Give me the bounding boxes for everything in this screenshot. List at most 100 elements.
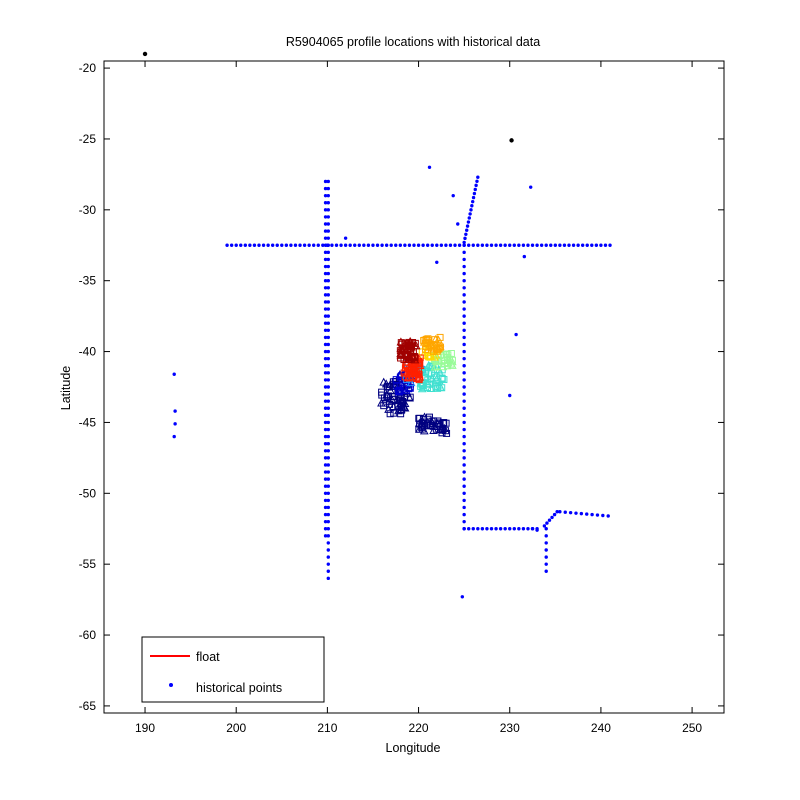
historical-point — [323, 484, 328, 488]
historical-point — [326, 477, 330, 481]
historical-point — [416, 243, 421, 247]
historical-point — [326, 349, 330, 354]
historical-point — [545, 521, 549, 525]
historical-point — [462, 356, 466, 361]
historical-point — [326, 264, 330, 269]
y-tick-label: -50 — [79, 486, 97, 500]
float-point — [422, 343, 430, 351]
historical-point — [302, 243, 307, 247]
historical-point — [595, 513, 600, 517]
chart-title: R5904065 profile locations with historic… — [286, 35, 540, 49]
historical-point — [323, 498, 328, 503]
historical-point — [517, 527, 521, 531]
historical-point — [323, 519, 328, 524]
historical-point — [544, 548, 548, 552]
historical-point — [326, 576, 330, 581]
float-point — [385, 392, 393, 400]
historical-point — [474, 183, 478, 188]
historical-point — [471, 195, 476, 200]
historical-point — [380, 243, 384, 247]
legend-historical-swatch — [169, 683, 173, 687]
historical-point — [323, 449, 328, 453]
x-tick-label: 240 — [591, 721, 611, 735]
historical-point — [173, 409, 177, 413]
float-point — [406, 378, 416, 387]
historical-point — [326, 569, 330, 573]
historical-point — [323, 477, 328, 481]
x-tick-label: 200 — [226, 721, 246, 735]
historical-point — [544, 555, 548, 559]
historical-point — [298, 243, 302, 247]
historical-point — [323, 335, 328, 340]
historical-point — [464, 232, 468, 236]
historical-point — [330, 243, 334, 247]
historical-point — [323, 264, 328, 269]
historical-point — [323, 300, 328, 304]
float-point — [433, 362, 441, 370]
historical-point — [323, 413, 328, 418]
historical-point — [468, 212, 472, 216]
historical-point — [326, 307, 330, 311]
historical-point — [323, 512, 328, 517]
historical-point — [323, 250, 328, 255]
historical-point — [323, 278, 328, 283]
historical-point — [508, 243, 512, 247]
historical-point — [462, 456, 466, 460]
historical-point — [326, 541, 330, 545]
historical-point — [579, 511, 584, 516]
historical-point — [476, 243, 480, 247]
historical-point — [326, 456, 330, 460]
float-point — [435, 421, 443, 429]
historical-point — [462, 498, 466, 503]
historical-point — [323, 257, 328, 262]
historical-point — [326, 555, 330, 559]
historical-point — [553, 243, 558, 247]
float-point — [439, 420, 447, 428]
historical-point — [430, 243, 434, 247]
historical-point — [552, 512, 557, 517]
historical-point — [353, 243, 357, 247]
historical-point — [435, 243, 439, 247]
historical-point — [326, 498, 330, 503]
float-point — [397, 354, 405, 362]
historical-point — [326, 236, 330, 240]
historical-point — [326, 250, 330, 255]
historical-point — [590, 512, 594, 517]
historical-point — [563, 510, 567, 514]
historical-point — [326, 449, 330, 453]
float-point — [415, 370, 424, 379]
historical-point — [323, 456, 328, 460]
axes-box — [103, 60, 725, 714]
historical-point — [462, 434, 466, 439]
historical-point — [323, 271, 328, 276]
float-point — [440, 359, 448, 367]
historical-point — [542, 524, 547, 528]
float-point — [404, 352, 412, 360]
historical-point — [512, 527, 516, 531]
historical-point — [173, 422, 177, 426]
historical-point — [475, 179, 479, 184]
historical-point — [456, 222, 460, 226]
float-point — [427, 417, 437, 426]
y-tick-label: -25 — [79, 132, 97, 146]
historical-point — [323, 463, 328, 467]
historical-point — [323, 208, 328, 212]
historical-point — [471, 527, 475, 531]
historical-point — [574, 511, 578, 515]
historical-point — [485, 527, 489, 531]
historical-point — [498, 243, 503, 247]
historical-point — [462, 449, 466, 453]
historical-point — [462, 264, 466, 269]
historical-point — [323, 243, 328, 247]
historical-point — [466, 220, 471, 224]
historical-point — [567, 243, 571, 247]
historical-point — [467, 243, 471, 247]
y-tick-label: -55 — [79, 557, 97, 571]
historical-point — [425, 243, 430, 247]
historical-point — [549, 243, 553, 247]
historical-point — [462, 527, 466, 531]
historical-point — [293, 243, 298, 247]
historical-point — [326, 406, 330, 410]
y-tick-label: -45 — [79, 415, 97, 429]
